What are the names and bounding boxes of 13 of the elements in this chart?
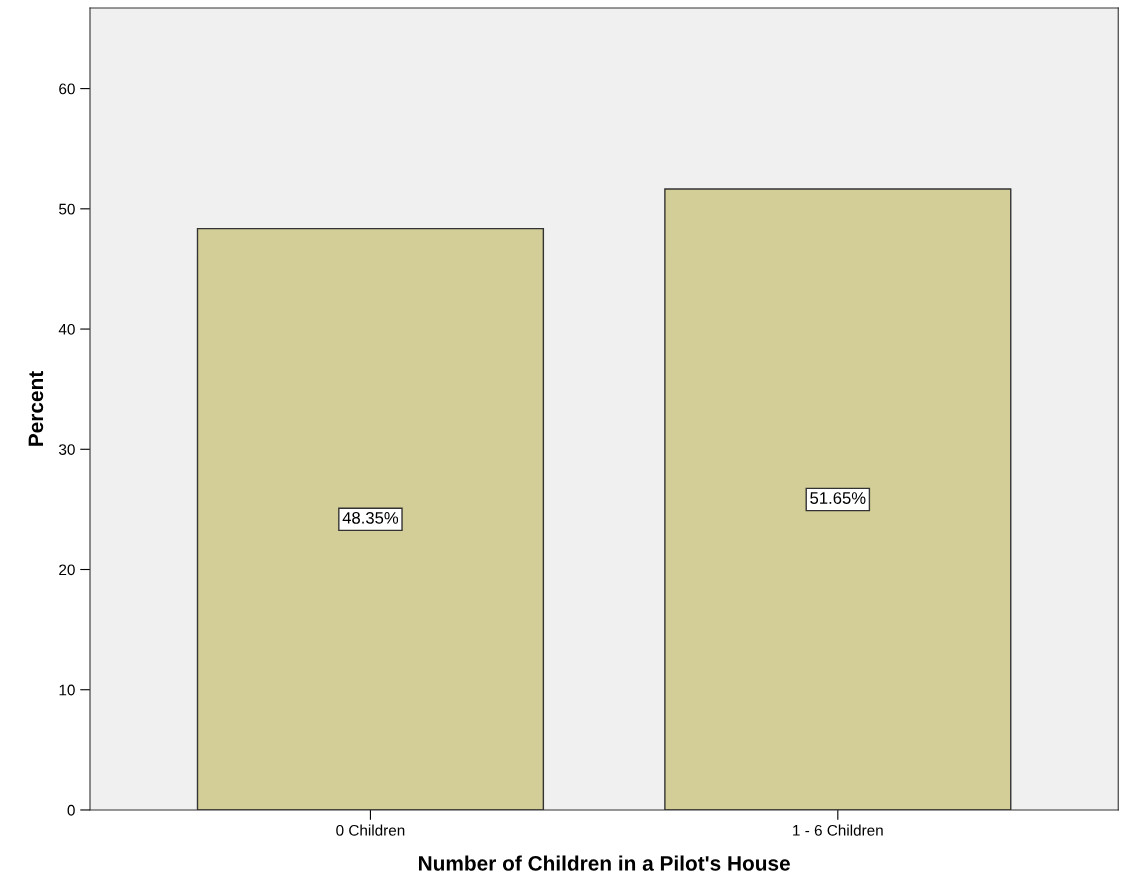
- y-tick-label: 50: [59, 203, 75, 215]
- y-tick-label: 60: [59, 83, 75, 95]
- y-tick-label: 30: [59, 444, 75, 455]
- x-tick-label: 1 - 6 Children: [793, 824, 883, 836]
- data-label: 48.35%: [342, 511, 399, 524]
- x-tick-label: 0 Children: [336, 824, 405, 836]
- data-label: 51.65%: [810, 492, 866, 504]
- x-axis-title: Number of Children in a Pilot's House: [419, 855, 790, 871]
- y-tick-label: 0: [67, 804, 75, 816]
- y-tick-label: 10: [59, 684, 75, 696]
- y-tick-label: 20: [59, 564, 75, 576]
- y-axis-title: Percent: [28, 371, 44, 446]
- y-tick-label: 40: [58, 323, 75, 335]
